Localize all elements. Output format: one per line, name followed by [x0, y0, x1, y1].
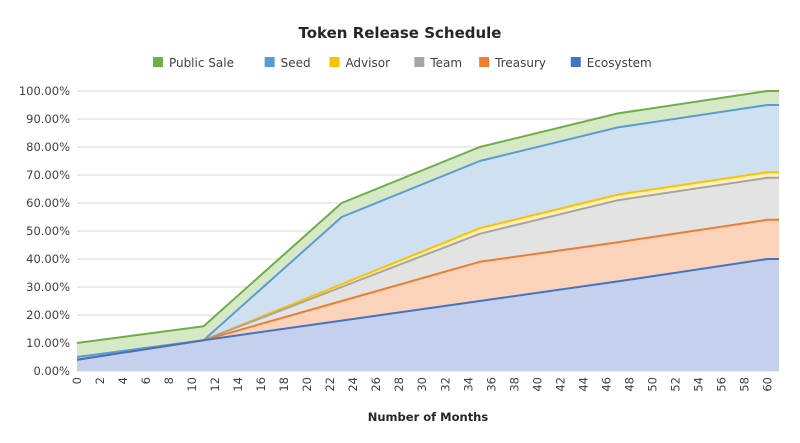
legend: Public Sale Seed Advisor Team Treasury Ecosys…: [152, 56, 652, 70]
legend-item-ecosystem: Ecosystem: [570, 56, 652, 70]
legend-item-advisor: Advisor: [329, 56, 390, 70]
x-tick-label: 56: [714, 377, 728, 392]
x-tick-label: 20: [300, 377, 314, 392]
x-tick-label: 36: [484, 377, 498, 392]
y-tick-label: 90.00%: [26, 112, 70, 126]
y-tick-label: 30.00%: [26, 280, 70, 294]
legend-swatch: [570, 57, 581, 67]
y-tick-label: 80.00%: [26, 140, 70, 154]
legend-swatch: [479, 57, 490, 67]
y-tick-label: 20.00%: [26, 308, 70, 322]
legend-swatch: [414, 57, 425, 67]
line-ecosystem: [76, 258, 779, 361]
chart-title: Token Release Schedule: [299, 24, 502, 42]
x-tick-label: 14: [231, 377, 245, 392]
x-tick-label: 28: [392, 377, 406, 392]
legend-swatch: [264, 57, 275, 67]
legend-item-seed: Seed: [264, 56, 311, 70]
x-tick-label: 8: [162, 377, 176, 384]
x-tick-label: 44: [576, 377, 590, 392]
legend-item-team: Team: [414, 56, 462, 70]
legend-swatch: [329, 57, 340, 67]
x-tick-label: 18: [277, 377, 291, 392]
x-tick-label: 22: [323, 377, 337, 392]
x-axis-label: Number of Months: [368, 410, 489, 424]
y-tick-label: 70.00%: [26, 168, 70, 182]
legend-label: Advisor: [345, 56, 390, 70]
x-tick-label: 24: [346, 377, 360, 392]
x-tick-label: 10: [185, 377, 199, 392]
x-axis-ticks: 0 2 4 6 8 10 12 14 16 18 20 22 24 26 28 30 32 34 36 38 40 42 4…: [70, 377, 774, 392]
x-tick-label: 2: [93, 377, 107, 384]
x-tick-label: 6: [139, 377, 153, 384]
x-tick-label: 16: [254, 377, 268, 392]
legend-label: Public Sale: [169, 56, 234, 70]
legend-label: Seed: [281, 56, 311, 70]
y-tick-label: 50.00%: [26, 224, 70, 238]
legend-label: Treasury: [494, 56, 546, 70]
legend-label: Ecosystem: [587, 56, 652, 70]
x-tick-label: 34: [461, 377, 475, 392]
y-tick-label: 100.00%: [19, 84, 70, 98]
y-tick-label: 60.00%: [26, 196, 70, 210]
legend-label: Team: [429, 56, 462, 70]
area-series: [77, 91, 779, 371]
x-tick-label: 4: [116, 377, 130, 384]
x-tick-label: 38: [507, 377, 521, 392]
series-lines: [76, 90, 779, 361]
y-axis-ticks: 0.00% 10.00% 20.00% 30.00% 40.00% 50.00% 60.00…: [19, 84, 70, 378]
legend-item-treasury: Treasury: [479, 56, 546, 70]
x-tick-label: 0: [70, 377, 84, 384]
x-tick-label: 32: [438, 377, 452, 392]
legend-item-public-sale: Public Sale: [152, 56, 234, 70]
y-tick-label: 10.00%: [26, 336, 70, 350]
x-tick-label: 46: [599, 377, 613, 392]
x-tick-label: 30: [415, 377, 429, 392]
x-tick-label: 58: [737, 377, 751, 392]
y-tick-label: 0.00%: [33, 364, 70, 378]
x-tick-label: 12: [208, 377, 222, 392]
line-public-sale: [76, 90, 779, 344]
x-tick-label: 50: [645, 377, 659, 392]
x-tick-label: 42: [553, 377, 567, 392]
x-tick-label: 48: [622, 377, 636, 392]
x-tick-label: 60: [760, 377, 774, 392]
area-ecosystem: [77, 259, 779, 371]
x-tick-label: 54: [691, 377, 705, 392]
x-tick-label: 52: [668, 377, 682, 392]
legend-swatch: [152, 57, 163, 67]
x-tick-label: 26: [369, 377, 383, 392]
x-tick-label: 40: [530, 377, 544, 392]
y-tick-label: 40.00%: [26, 252, 70, 266]
